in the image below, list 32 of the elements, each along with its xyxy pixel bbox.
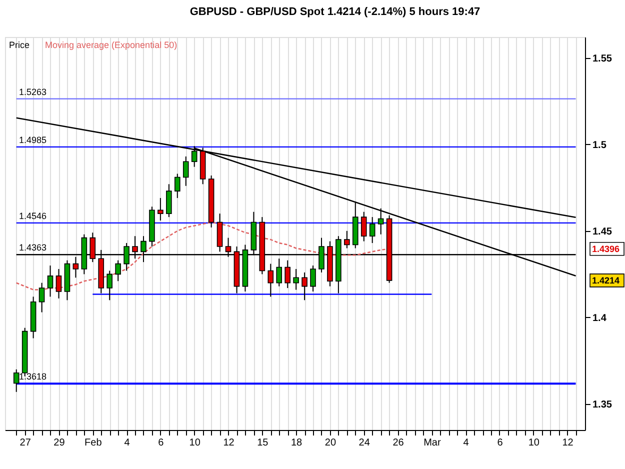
x-tick-label: Mar xyxy=(424,438,442,448)
y-tick-label: 1.35 xyxy=(592,400,612,411)
ref-line-label: 1.4363 xyxy=(19,242,47,253)
x-tick-label: Feb xyxy=(84,438,102,448)
text: 1.4214 xyxy=(592,275,620,286)
y-tick-label: 1.4 xyxy=(592,312,607,324)
x-tick-label: 15 xyxy=(257,438,269,448)
x-tick-label: 4 xyxy=(463,438,470,448)
x-tick-label: 24 xyxy=(358,438,370,448)
chart-title: GBPUSD - GBP/USD Spot 1.4214 (-2.14%) 5 hours 19:47 xyxy=(190,6,480,18)
x-tick-label: 12 xyxy=(562,438,574,448)
x-tick-label: 27 xyxy=(20,438,32,448)
ref-line-label: 1.4546 xyxy=(19,210,47,221)
x-tick-label: 10 xyxy=(528,438,540,448)
x-tick-label: 10 xyxy=(189,438,201,448)
text: 1.4396 xyxy=(592,244,620,254)
y-tick-label: 1.55 xyxy=(592,53,612,64)
x-tick-label: 26 xyxy=(392,438,404,448)
ref-line-label: 1.5263 xyxy=(19,86,47,97)
ref-line-label: 1.3618 xyxy=(19,372,47,382)
y-tick-label: 1.5 xyxy=(592,140,607,151)
x-tick-label: 20 xyxy=(324,438,336,448)
text: Moving average (Exponential 50) xyxy=(45,40,178,50)
x-tick-label: 29 xyxy=(54,438,66,448)
x-tick-label: 4 xyxy=(124,438,130,448)
ref-line-label: 1.4985 xyxy=(19,134,47,145)
y-tick-label: 1.45 xyxy=(592,226,612,238)
x-tick-label: 6 xyxy=(497,438,504,448)
x-tick-label: 18 xyxy=(290,438,303,448)
x-tick-label: 12 xyxy=(223,438,235,448)
x-tick-label: 6 xyxy=(158,438,164,448)
y-axis-title: Price xyxy=(9,40,30,50)
